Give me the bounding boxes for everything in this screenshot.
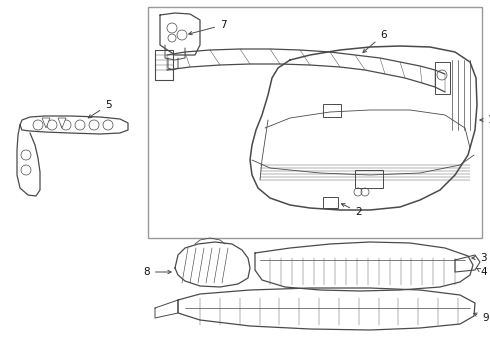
Text: 6: 6: [363, 30, 387, 53]
Polygon shape: [58, 118, 66, 128]
Text: 8: 8: [144, 267, 171, 277]
Polygon shape: [42, 118, 50, 128]
Text: 2: 2: [342, 204, 362, 217]
Text: 9: 9: [474, 313, 489, 323]
Text: 4: 4: [477, 267, 487, 277]
Text: 5: 5: [88, 100, 112, 118]
Bar: [148, 7, 482, 238]
Bar: [155, 50, 173, 80]
Text: 7: 7: [189, 20, 227, 35]
Bar: [355, 170, 383, 188]
Bar: [435, 62, 450, 94]
Bar: [323, 197, 338, 208]
Bar: [323, 104, 341, 117]
Text: 3: 3: [472, 253, 487, 263]
Text: 1: 1: [480, 115, 490, 125]
